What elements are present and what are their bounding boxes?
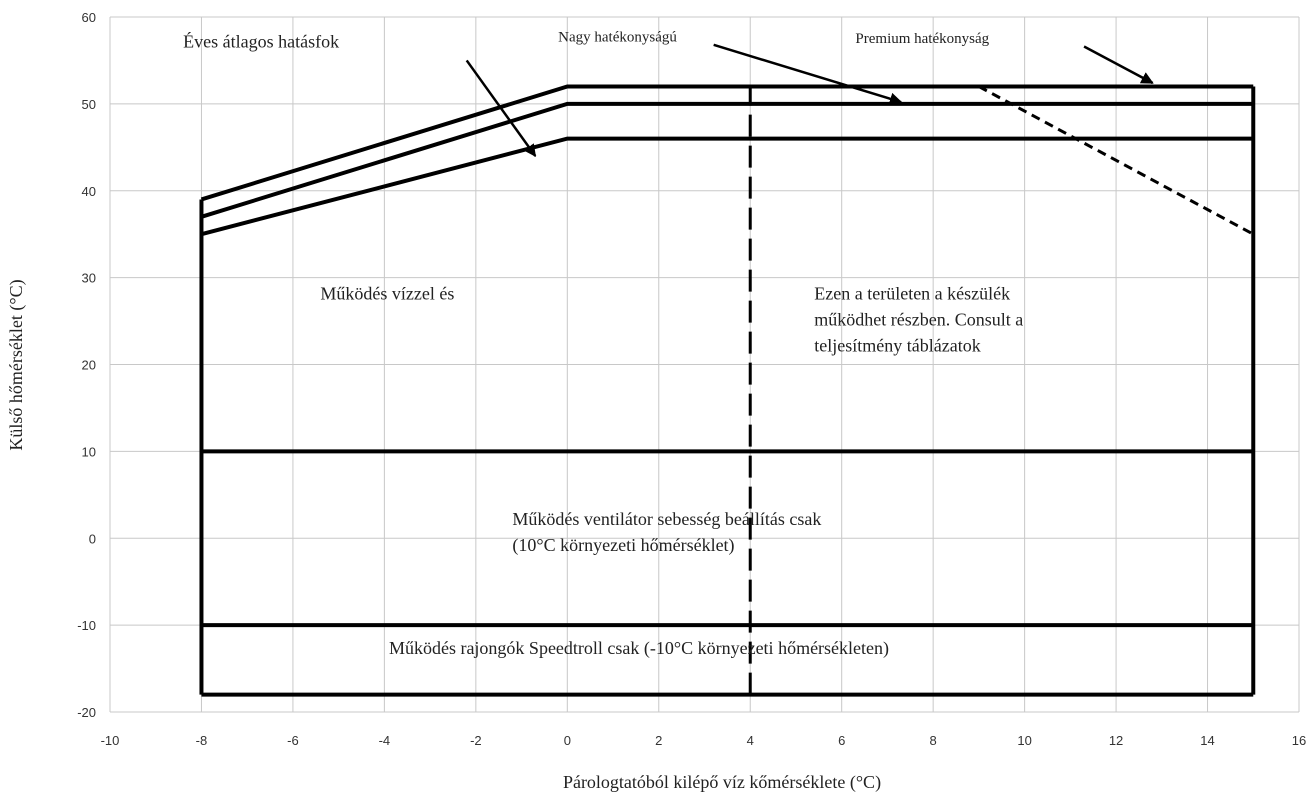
annotation-arrow <box>465 59 537 158</box>
y-tick-label: 0 <box>89 531 96 546</box>
annotation-text: Működés vízzel és <box>320 283 454 303</box>
x-tick-label: 4 <box>747 733 754 748</box>
x-axis-title: Párologtatóból kilépő víz kőmérséklete (… <box>563 772 881 793</box>
x-tick-label: 14 <box>1200 733 1214 748</box>
annotation-text: Nagy hatékonyságú <box>558 29 677 45</box>
annotation-text: Éves átlagos hatásfok <box>183 30 339 51</box>
x-tick-label: 12 <box>1109 733 1123 748</box>
annotation-arrows <box>465 43 1154 158</box>
annotation-text: Működés rajongók Speedtroll csak (-10°C … <box>389 638 889 659</box>
y-tick-label: 40 <box>82 184 96 199</box>
x-tick-label: 8 <box>930 733 937 748</box>
annotation-arrow <box>1083 45 1154 85</box>
x-tick-label: -6 <box>287 733 299 748</box>
y-tick-label: 30 <box>82 271 96 286</box>
y-tick-label: 10 <box>82 444 96 459</box>
y-tick-label: -10 <box>77 618 96 633</box>
boundary-line <box>200 84 1254 202</box>
tick-labels: -10 -8 -6 -4 -2 0 2 4 6 8 10 12 14 16-20-100102030405… <box>77 10 1306 748</box>
x-tick-label: 6 <box>838 733 845 748</box>
x-tick-label: 2 <box>655 733 662 748</box>
y-tick-label: 50 <box>82 97 96 112</box>
annotation-text: Működés ventilátor sebesség beállítás cs… <box>512 509 821 556</box>
boundary-lines <box>199 84 1256 697</box>
annotation-text: Ezen a területen a készülék működhet rész… <box>814 283 1023 355</box>
y-tick-label: -20 <box>77 705 96 720</box>
x-tick-label: 0 <box>564 733 571 748</box>
grid <box>109 16 1300 713</box>
y-axis-title: Külső hőmérséklet (°C) <box>6 279 27 450</box>
x-tick-label: -2 <box>470 733 482 748</box>
boundary-line <box>978 85 1254 236</box>
y-tick-label: 20 <box>82 358 96 373</box>
x-tick-label: -10 <box>101 733 120 748</box>
boundary-line <box>200 136 1254 237</box>
x-tick-label: 16 <box>1292 733 1306 748</box>
annotations: Éves átlagos hatásfok Nagy hatékonyságú Pr… <box>183 29 1023 658</box>
x-tick-label: -8 <box>196 733 208 748</box>
x-tick-label: 10 <box>1017 733 1031 748</box>
annotation-text: Premium hatékonyság <box>855 31 989 47</box>
annotation-arrow <box>713 43 903 105</box>
boundary-line <box>200 101 1254 219</box>
y-tick-label: 60 <box>82 10 96 25</box>
x-tick-label: -4 <box>379 733 391 748</box>
